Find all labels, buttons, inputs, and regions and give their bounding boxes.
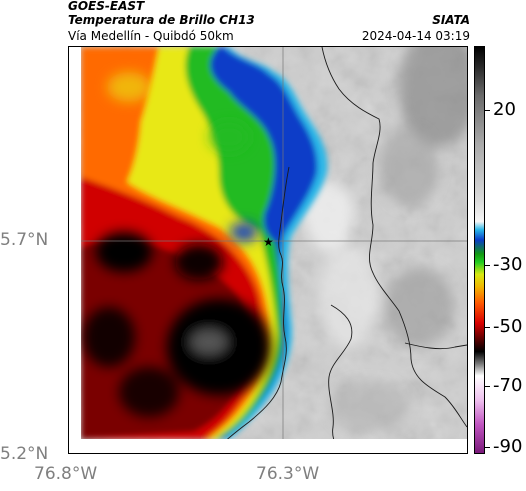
colorbar-tick bbox=[485, 447, 490, 448]
colorbar bbox=[474, 46, 485, 454]
colorbar-tick bbox=[485, 327, 490, 328]
satellite-image: ★ bbox=[81, 47, 467, 439]
region-label: Vía Medellín - Quibdó 50km bbox=[68, 29, 234, 43]
colorbar-label: 20 bbox=[493, 99, 516, 120]
colorbar-tick bbox=[485, 386, 490, 387]
colorbar-label: -30 bbox=[493, 254, 523, 275]
y-tick-label: 5.2°N bbox=[0, 444, 49, 464]
x-tick-label: 76.3°W bbox=[256, 464, 320, 484]
colorbar-label: -70 bbox=[493, 375, 523, 396]
colorbar-label: -50 bbox=[493, 316, 523, 337]
product-title: Temperatura de Brillo CH13 bbox=[68, 13, 255, 27]
map-panel: ★ bbox=[68, 46, 468, 454]
x-tick-label: 76.8°W bbox=[34, 464, 98, 484]
y-tick-label: 5.7°N bbox=[0, 230, 49, 250]
organization-label: SIATA bbox=[432, 13, 470, 27]
gray-cloud-patches bbox=[304, 47, 467, 432]
colorbar-label: -90 bbox=[493, 436, 523, 457]
timestamp: 2024-04-14 03:19 bbox=[361, 29, 470, 43]
border-lines bbox=[226, 47, 467, 439]
cold-cloud-tops bbox=[83, 72, 271, 417]
colorbar-tick bbox=[485, 265, 490, 266]
satellite-title: GOES-EAST bbox=[68, 0, 145, 13]
colorbar-tick bbox=[485, 110, 490, 111]
star-icon: ★ bbox=[263, 235, 274, 249]
